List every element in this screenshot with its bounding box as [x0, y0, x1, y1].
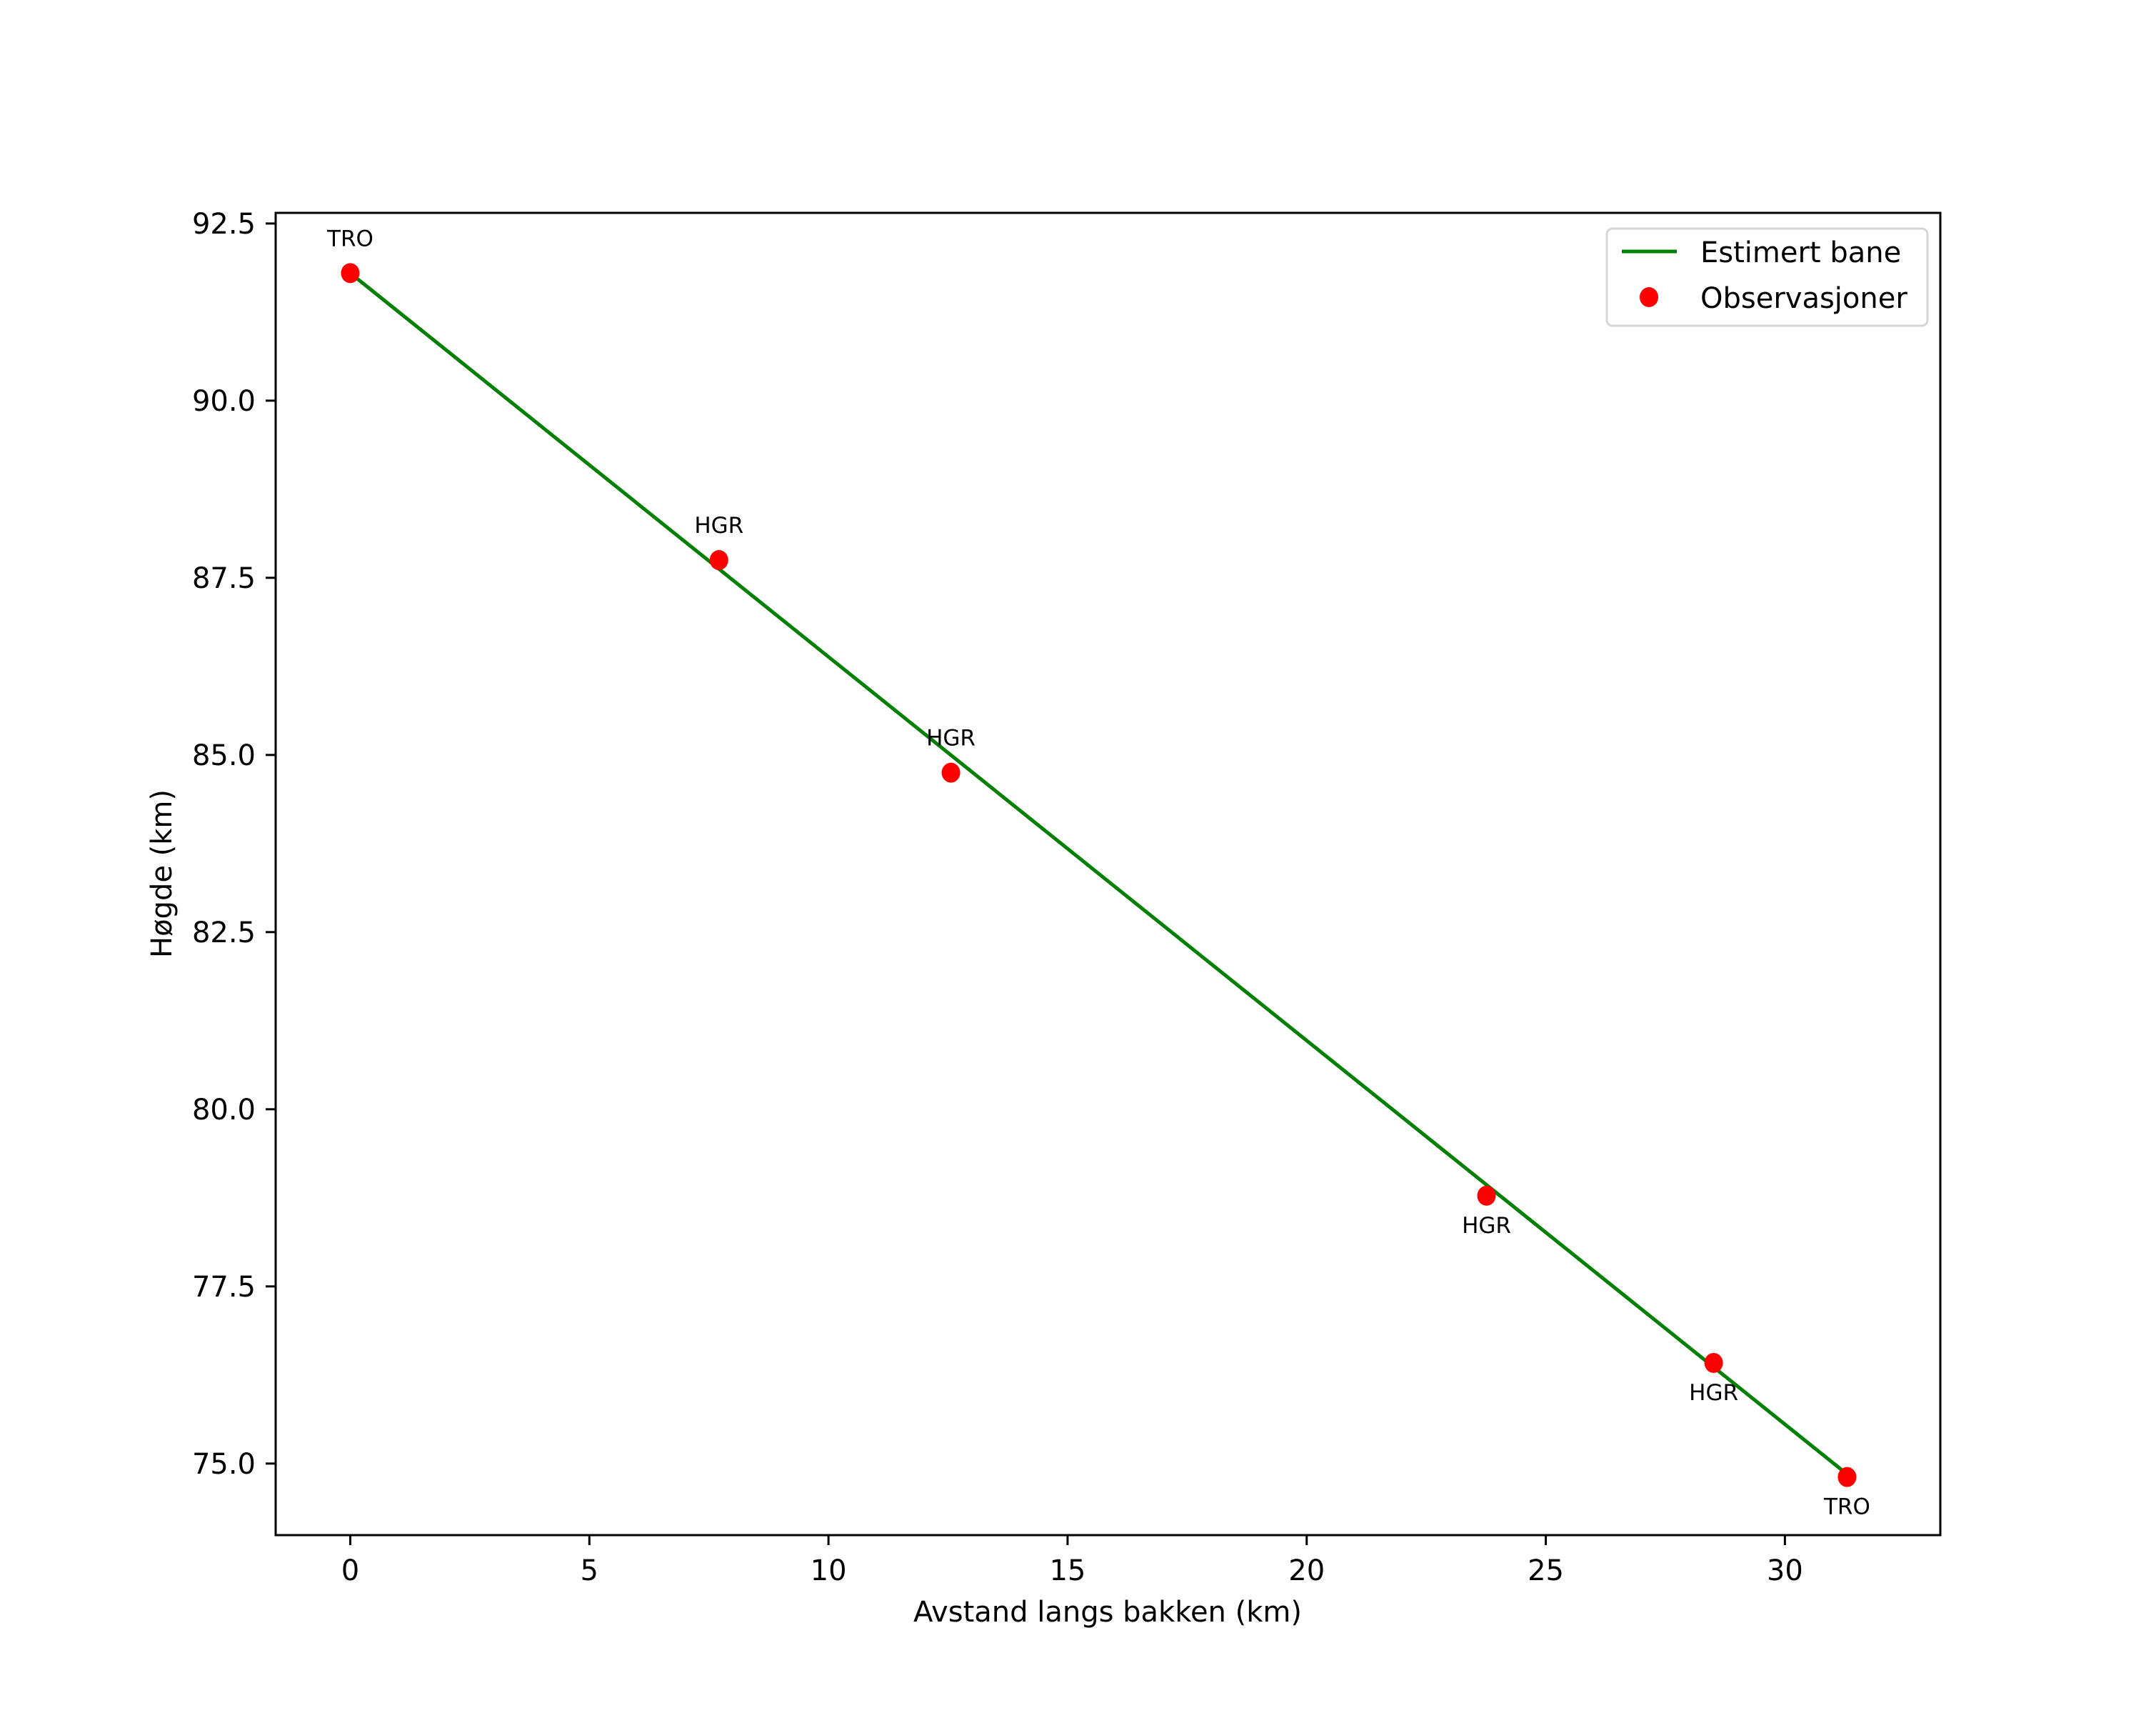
estimated-trajectory-line	[349, 271, 1848, 1476]
y-tick-label: 82.5	[192, 917, 256, 949]
x-tick-label: 20	[1288, 1554, 1325, 1587]
legend-box	[1605, 227, 1929, 327]
x-tick-label: 5	[581, 1554, 598, 1587]
observation-point	[1837, 1467, 1857, 1487]
legend-circle-icon	[1640, 287, 1658, 307]
station-label: TRO	[326, 226, 373, 251]
y-tick-label: 75.0	[192, 1448, 256, 1481]
point-annotations: TRO HGR HGR HGR HGR TRO	[326, 226, 1870, 1519]
y-tick-label: 77.5	[192, 1271, 256, 1304]
observation-point	[1477, 1185, 1496, 1206]
series-layer	[341, 263, 1857, 1487]
axes-frame	[274, 211, 1942, 1537]
x-axis-label: Avstand langs bakken (km)	[913, 1596, 1302, 1629]
y-tick-label: 85.0	[192, 739, 256, 772]
observation-point	[709, 550, 728, 571]
observation-point	[941, 762, 961, 783]
legend-label-observasjoner: Observasjoner	[1700, 282, 1907, 315]
y-tick-label: 80.0	[192, 1094, 256, 1127]
y-tick-label: 90.0	[192, 385, 256, 418]
observation-point	[341, 263, 360, 284]
x-tick-label: 15	[1049, 1554, 1085, 1587]
station-label: TRO	[1823, 1494, 1870, 1520]
x-axis: 0 5 10 15 20 25 30	[341, 1535, 1803, 1587]
x-tick-label: 25	[1528, 1554, 1564, 1587]
station-label: HGR	[1689, 1380, 1738, 1406]
legend: Estimert bane Observasjoner	[1605, 227, 1929, 327]
x-tick-label: 0	[341, 1554, 359, 1587]
x-tick-label: 30	[1767, 1554, 1803, 1587]
x-tick-label: 10	[811, 1554, 847, 1587]
y-tick-label: 87.5	[192, 562, 256, 595]
y-axis: 75.0 77.5 80.0 82.5 85.0 87.5 90.0 92.5	[192, 208, 276, 1481]
station-label: HGR	[1462, 1213, 1511, 1239]
y-axis-label: Høgde (km)	[146, 789, 179, 958]
y-tick-label: 92.5	[192, 208, 256, 241]
station-label: HGR	[694, 513, 743, 539]
legend-label-estimert-bane: Estimert bane	[1700, 236, 1901, 269]
observation-point	[1704, 1352, 1723, 1373]
station-label: HGR	[926, 726, 976, 751]
